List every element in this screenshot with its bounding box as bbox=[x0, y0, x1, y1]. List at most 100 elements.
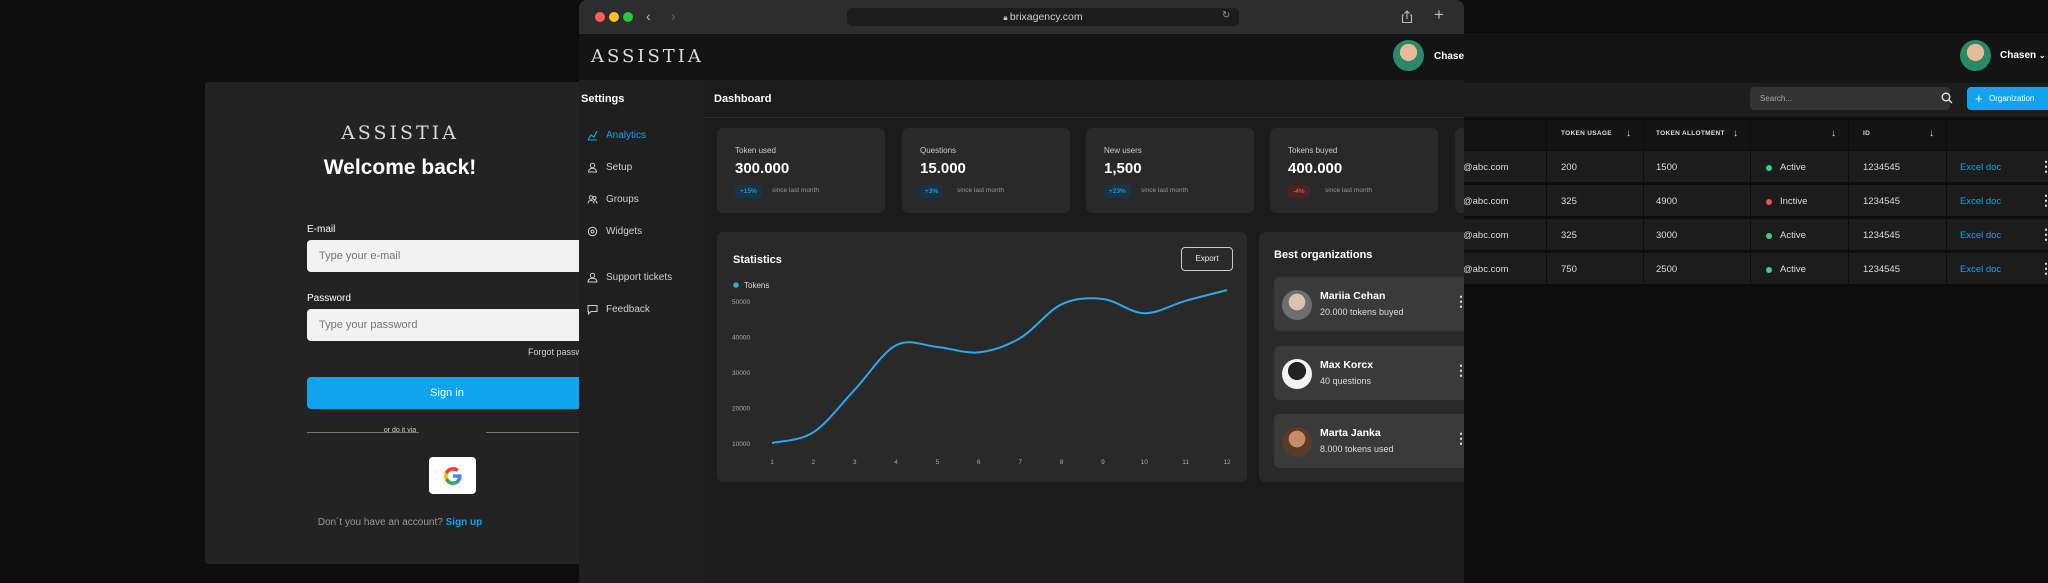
y-tick-label: 10000 bbox=[732, 441, 750, 448]
sidebar-item-setup[interactable]: Setup bbox=[587, 162, 632, 173]
minimize-window-button[interactable] bbox=[609, 12, 619, 22]
row-token-allotment: 3000 bbox=[1656, 230, 1678, 241]
support-icon bbox=[587, 272, 598, 283]
avatar bbox=[1282, 427, 1312, 457]
statistics-card: Statistics Export Tokens 10000 20000 30000 4… bbox=[717, 232, 1247, 482]
table-row[interactable]: @abc.com 325 3000 Active 1234545 Excel doc ⋮ bbox=[1463, 218, 2048, 252]
share-icon[interactable] bbox=[1401, 10, 1413, 23]
table-row[interactable]: @abc.com 325 4900 Inctive 1234545 Excel doc ⋮ bbox=[1463, 184, 2048, 218]
row-email: @abc.com bbox=[1463, 196, 1509, 207]
stat-label: Tokens buyed bbox=[1288, 146, 1338, 155]
sidebar-item-label: Feedback bbox=[606, 304, 650, 315]
search-input[interactable]: Search... bbox=[1750, 87, 1950, 110]
status-dot bbox=[1766, 267, 1772, 273]
organizations-panel: Chasen ⌄ Search... Organization + TOKEN … bbox=[1463, 0, 2048, 583]
table-row[interactable]: @abc.com 750 2500 Active 1234545 Excel doc ⋮ bbox=[1463, 252, 2048, 286]
new-tab-icon[interactable]: + bbox=[1434, 5, 1444, 24]
stat-value: 1,500 bbox=[1104, 160, 1142, 177]
x-tick-label: 4 bbox=[894, 459, 898, 466]
sidebar-item-widgets[interactable]: Widgets bbox=[587, 226, 642, 237]
app-logo[interactable]: ASSISTIA bbox=[591, 46, 704, 67]
close-window-button[interactable] bbox=[595, 12, 605, 22]
x-tick-label: 5 bbox=[936, 459, 940, 466]
col-token-usage[interactable]: TOKEN USAGE bbox=[1561, 130, 1612, 137]
stat-card-overflow bbox=[1455, 128, 1464, 213]
col-token-allotment[interactable]: TOKEN ALLOTMENT bbox=[1656, 130, 1725, 137]
organization-item[interactable]: Marta Janka 8.000 tokens used ⋮ bbox=[1274, 414, 1464, 468]
row-token-usage: 325 bbox=[1561, 230, 1577, 241]
sort-arrow-icon[interactable]: ↓ bbox=[1626, 128, 1631, 139]
x-tick-label: 8 bbox=[1060, 459, 1064, 466]
signup-link[interactable]: Sign up bbox=[445, 517, 483, 528]
user-avatar[interactable] bbox=[1393, 40, 1424, 71]
sidebar-item-feedback[interactable]: Feedback bbox=[587, 304, 650, 315]
stat-card: Questions 15.000 +3% since last month bbox=[902, 128, 1070, 213]
stat-since: since last month bbox=[957, 187, 1004, 194]
stat-card: Tokens buyed 400.000 -4% since last month bbox=[1270, 128, 1438, 213]
maximize-window-button[interactable] bbox=[623, 12, 633, 22]
organization-name: Mariia Cehan bbox=[1320, 290, 1386, 302]
google-signin-button[interactable] bbox=[429, 457, 476, 494]
stat-label: New users bbox=[1104, 146, 1142, 155]
sidebar-item-support-tickets[interactable]: Support tickets bbox=[587, 272, 672, 283]
more-options-icon[interactable]: ⋮ bbox=[2039, 158, 2048, 174]
main-header bbox=[704, 80, 1464, 118]
y-tick-label: 50000 bbox=[732, 299, 750, 306]
chevron-down-icon: ⌄ bbox=[2038, 51, 2046, 60]
signup-text: Don´t you have an account? Sign up bbox=[205, 517, 595, 528]
sort-arrow-icon[interactable]: ↓ bbox=[1733, 128, 1738, 139]
user-icon bbox=[587, 162, 598, 173]
lock-icon: 🔒︎ bbox=[1003, 13, 1010, 22]
col-id[interactable]: ID bbox=[1863, 130, 1871, 137]
sort-arrow-icon[interactable]: ↓ bbox=[1831, 128, 1836, 139]
forgot-password-link[interactable]: Forgot passw bbox=[528, 347, 583, 357]
sort-arrow-icon[interactable]: ↓ bbox=[1929, 128, 1934, 139]
more-options-icon[interactable]: ⋮ bbox=[1454, 293, 1464, 309]
search-icon[interactable] bbox=[1941, 92, 1953, 104]
login-panel: ASSISTIA Welcome back! E-mail Password F… bbox=[205, 82, 587, 564]
excel-doc-link[interactable]: Excel doc bbox=[1960, 162, 2002, 173]
address-bar[interactable]: 🔒︎ brixagency.com bbox=[847, 8, 1239, 26]
table-row[interactable]: @abc.com 200 1500 Active 1234545 Excel doc ⋮ bbox=[1463, 150, 2048, 184]
more-options-icon[interactable]: ⋮ bbox=[2039, 226, 2048, 242]
sidebar-item-groups[interactable]: Groups bbox=[587, 194, 639, 205]
user-avatar[interactable] bbox=[1960, 40, 1991, 71]
user-name[interactable]: Chasen bbox=[1434, 51, 1464, 62]
reload-icon[interactable]: ↻ bbox=[1222, 10, 1231, 21]
more-options-icon[interactable]: ⋮ bbox=[1454, 430, 1464, 446]
sidebar-item-analytics[interactable]: Analytics bbox=[587, 130, 646, 141]
sign-in-button[interactable]: Sign in bbox=[307, 377, 587, 409]
password-label: Password bbox=[307, 293, 351, 304]
login-logo: ASSISTIA bbox=[341, 122, 459, 144]
add-organization-button[interactable]: Organization bbox=[1967, 87, 2048, 110]
organization-detail: 20.000 tokens buyed bbox=[1320, 307, 1404, 317]
stat-label: Token used bbox=[735, 146, 776, 155]
row-email: @abc.com bbox=[1463, 264, 1509, 275]
excel-doc-link[interactable]: Excel doc bbox=[1960, 196, 2002, 207]
more-options-icon[interactable]: ⋮ bbox=[2039, 192, 2048, 208]
back-icon[interactable]: ‹ bbox=[646, 8, 651, 24]
email-label: E-mail bbox=[307, 224, 336, 235]
password-field[interactable] bbox=[307, 309, 587, 341]
legend-dot bbox=[733, 282, 739, 288]
stat-since: since last month bbox=[1325, 187, 1372, 194]
stat-since: since last month bbox=[772, 187, 819, 194]
stat-change-badge: -4% bbox=[1288, 185, 1310, 198]
excel-doc-link[interactable]: Excel doc bbox=[1960, 230, 2002, 241]
more-options-icon[interactable]: ⋮ bbox=[1454, 362, 1464, 378]
email-field[interactable] bbox=[307, 240, 587, 272]
organization-name: Max Korcx bbox=[1320, 359, 1374, 371]
export-button[interactable]: Export bbox=[1181, 247, 1233, 271]
excel-doc-link[interactable]: Excel doc bbox=[1960, 264, 2002, 275]
user-name[interactable]: Chasen ⌄ bbox=[2000, 50, 2046, 61]
sidebar-item-label: Setup bbox=[606, 162, 633, 173]
more-options-icon[interactable]: ⋮ bbox=[2039, 260, 2048, 276]
organization-item[interactable]: Max Korcx 40 questions ⋮ bbox=[1274, 346, 1464, 400]
forward-icon[interactable]: › bbox=[671, 8, 676, 24]
avatar bbox=[1282, 359, 1312, 389]
organization-item[interactable]: Mariia Cehan 20.000 tokens buyed ⋮ bbox=[1274, 277, 1464, 331]
tokens-series-line bbox=[771, 289, 1228, 444]
stat-change-badge: +3% bbox=[920, 185, 944, 198]
y-tick-label: 20000 bbox=[732, 405, 750, 412]
organization-detail: 8.000 tokens used bbox=[1320, 444, 1394, 454]
